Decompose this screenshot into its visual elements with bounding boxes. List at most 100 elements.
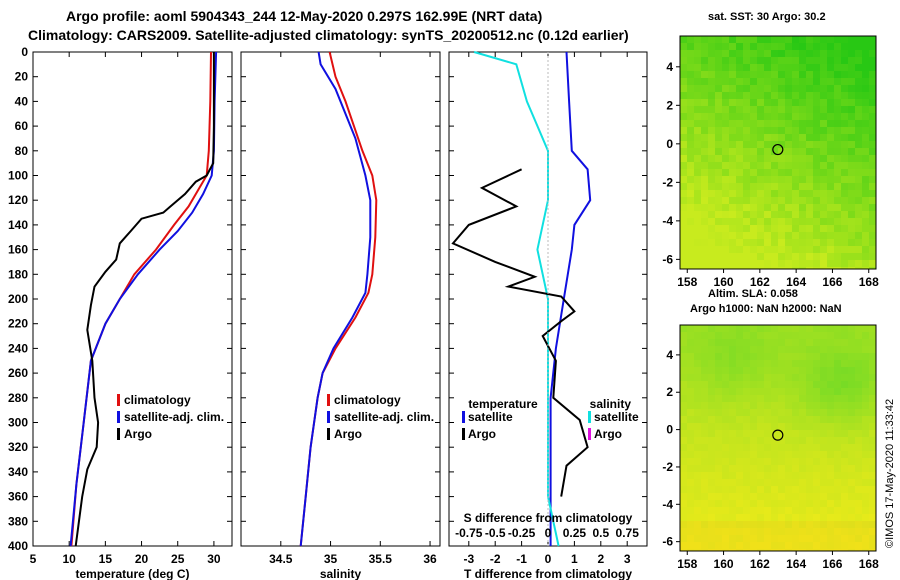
map-cell — [729, 423, 737, 431]
map-cell — [841, 542, 849, 550]
map-cell — [778, 374, 786, 382]
map-cell — [750, 542, 758, 550]
map-cell — [813, 402, 821, 410]
map-cell — [757, 155, 765, 163]
map-cell — [701, 127, 709, 135]
map-cell — [862, 197, 870, 205]
map-cell — [862, 106, 870, 114]
map-cell — [862, 267, 870, 270]
map-cell — [694, 169, 702, 177]
map-cell — [778, 239, 786, 247]
map-cell — [708, 542, 716, 550]
map-cell — [785, 486, 793, 494]
map-cell — [694, 360, 702, 368]
map-cell — [834, 535, 842, 543]
map-cell — [855, 367, 863, 375]
map-cell — [701, 85, 709, 93]
map-cell — [792, 197, 800, 205]
map-cell — [715, 183, 723, 191]
map-cell — [862, 64, 870, 72]
map-cell — [771, 253, 779, 261]
map-cell — [722, 444, 730, 452]
map-cell — [708, 374, 716, 382]
map-cell — [743, 500, 751, 508]
map-cell — [743, 57, 751, 65]
map-cell — [743, 549, 751, 552]
map-cell — [729, 190, 737, 198]
map-cell — [736, 43, 744, 51]
map-cell — [694, 99, 702, 107]
map-4-xtick-label: 164 — [786, 557, 806, 571]
map-cell — [778, 430, 786, 438]
map-cell — [799, 127, 807, 135]
map-cell — [827, 437, 835, 445]
map-cell — [813, 535, 821, 543]
map-cell — [701, 134, 709, 142]
map-cell — [834, 549, 842, 552]
map-cell — [841, 64, 849, 72]
map-cell — [722, 57, 730, 65]
map-cell — [820, 232, 828, 240]
map-cell — [806, 332, 814, 340]
map-cell — [750, 332, 758, 340]
map-cell — [813, 204, 821, 212]
map-cell — [827, 549, 835, 552]
map-cell — [715, 169, 723, 177]
map-cell — [841, 99, 849, 107]
map-cell — [680, 239, 688, 247]
map-cell — [841, 521, 849, 529]
map-cell — [855, 162, 863, 170]
map-cell — [778, 542, 786, 550]
map-cell — [841, 388, 849, 396]
map-cell — [855, 239, 863, 247]
map-cell — [743, 353, 751, 361]
map-cell — [757, 325, 765, 333]
legend-label-s: satellite — [594, 410, 639, 424]
map-cell — [813, 85, 821, 93]
map-cell — [813, 127, 821, 135]
map-cell — [799, 218, 807, 226]
map-cell — [862, 141, 870, 149]
map-cell — [708, 430, 716, 438]
map-cell — [778, 218, 786, 226]
map-cell — [848, 374, 856, 382]
map-cell — [708, 486, 716, 494]
map-cell — [792, 465, 800, 473]
map-cell — [736, 197, 744, 205]
map-cell — [743, 141, 751, 149]
map-cell — [869, 92, 877, 100]
map-cell — [806, 225, 814, 233]
map-cell — [792, 267, 800, 270]
legend-swatch-1 — [117, 411, 120, 423]
map-cell — [841, 360, 849, 368]
map-cell — [855, 500, 863, 508]
map-cell — [736, 64, 744, 72]
map-cell — [841, 493, 849, 501]
map-cell — [764, 197, 772, 205]
map-cell — [708, 402, 716, 410]
map-cell — [680, 246, 688, 254]
map-cell — [694, 190, 702, 198]
map-cell — [687, 99, 695, 107]
map-cell — [827, 120, 835, 128]
map-cell — [750, 169, 758, 177]
map-cell — [771, 542, 779, 550]
map-cell — [834, 444, 842, 452]
map-cell — [687, 113, 695, 121]
map-cell — [841, 225, 849, 233]
map-cell — [785, 500, 793, 508]
map-cell — [869, 451, 877, 459]
map-cell — [785, 395, 793, 403]
depth-tick-label: 380 — [8, 514, 28, 528]
map-3-ytick-label: 2 — [666, 98, 673, 112]
map-cell — [827, 239, 835, 247]
map-cell — [701, 381, 709, 389]
map-cell — [820, 535, 828, 543]
map-cell — [806, 43, 814, 51]
map-cell — [736, 381, 744, 389]
map-cell — [813, 78, 821, 86]
depth-tick-label: 160 — [8, 243, 28, 257]
map-cell — [687, 514, 695, 522]
map-cell — [792, 64, 800, 72]
map-cell — [680, 162, 688, 170]
